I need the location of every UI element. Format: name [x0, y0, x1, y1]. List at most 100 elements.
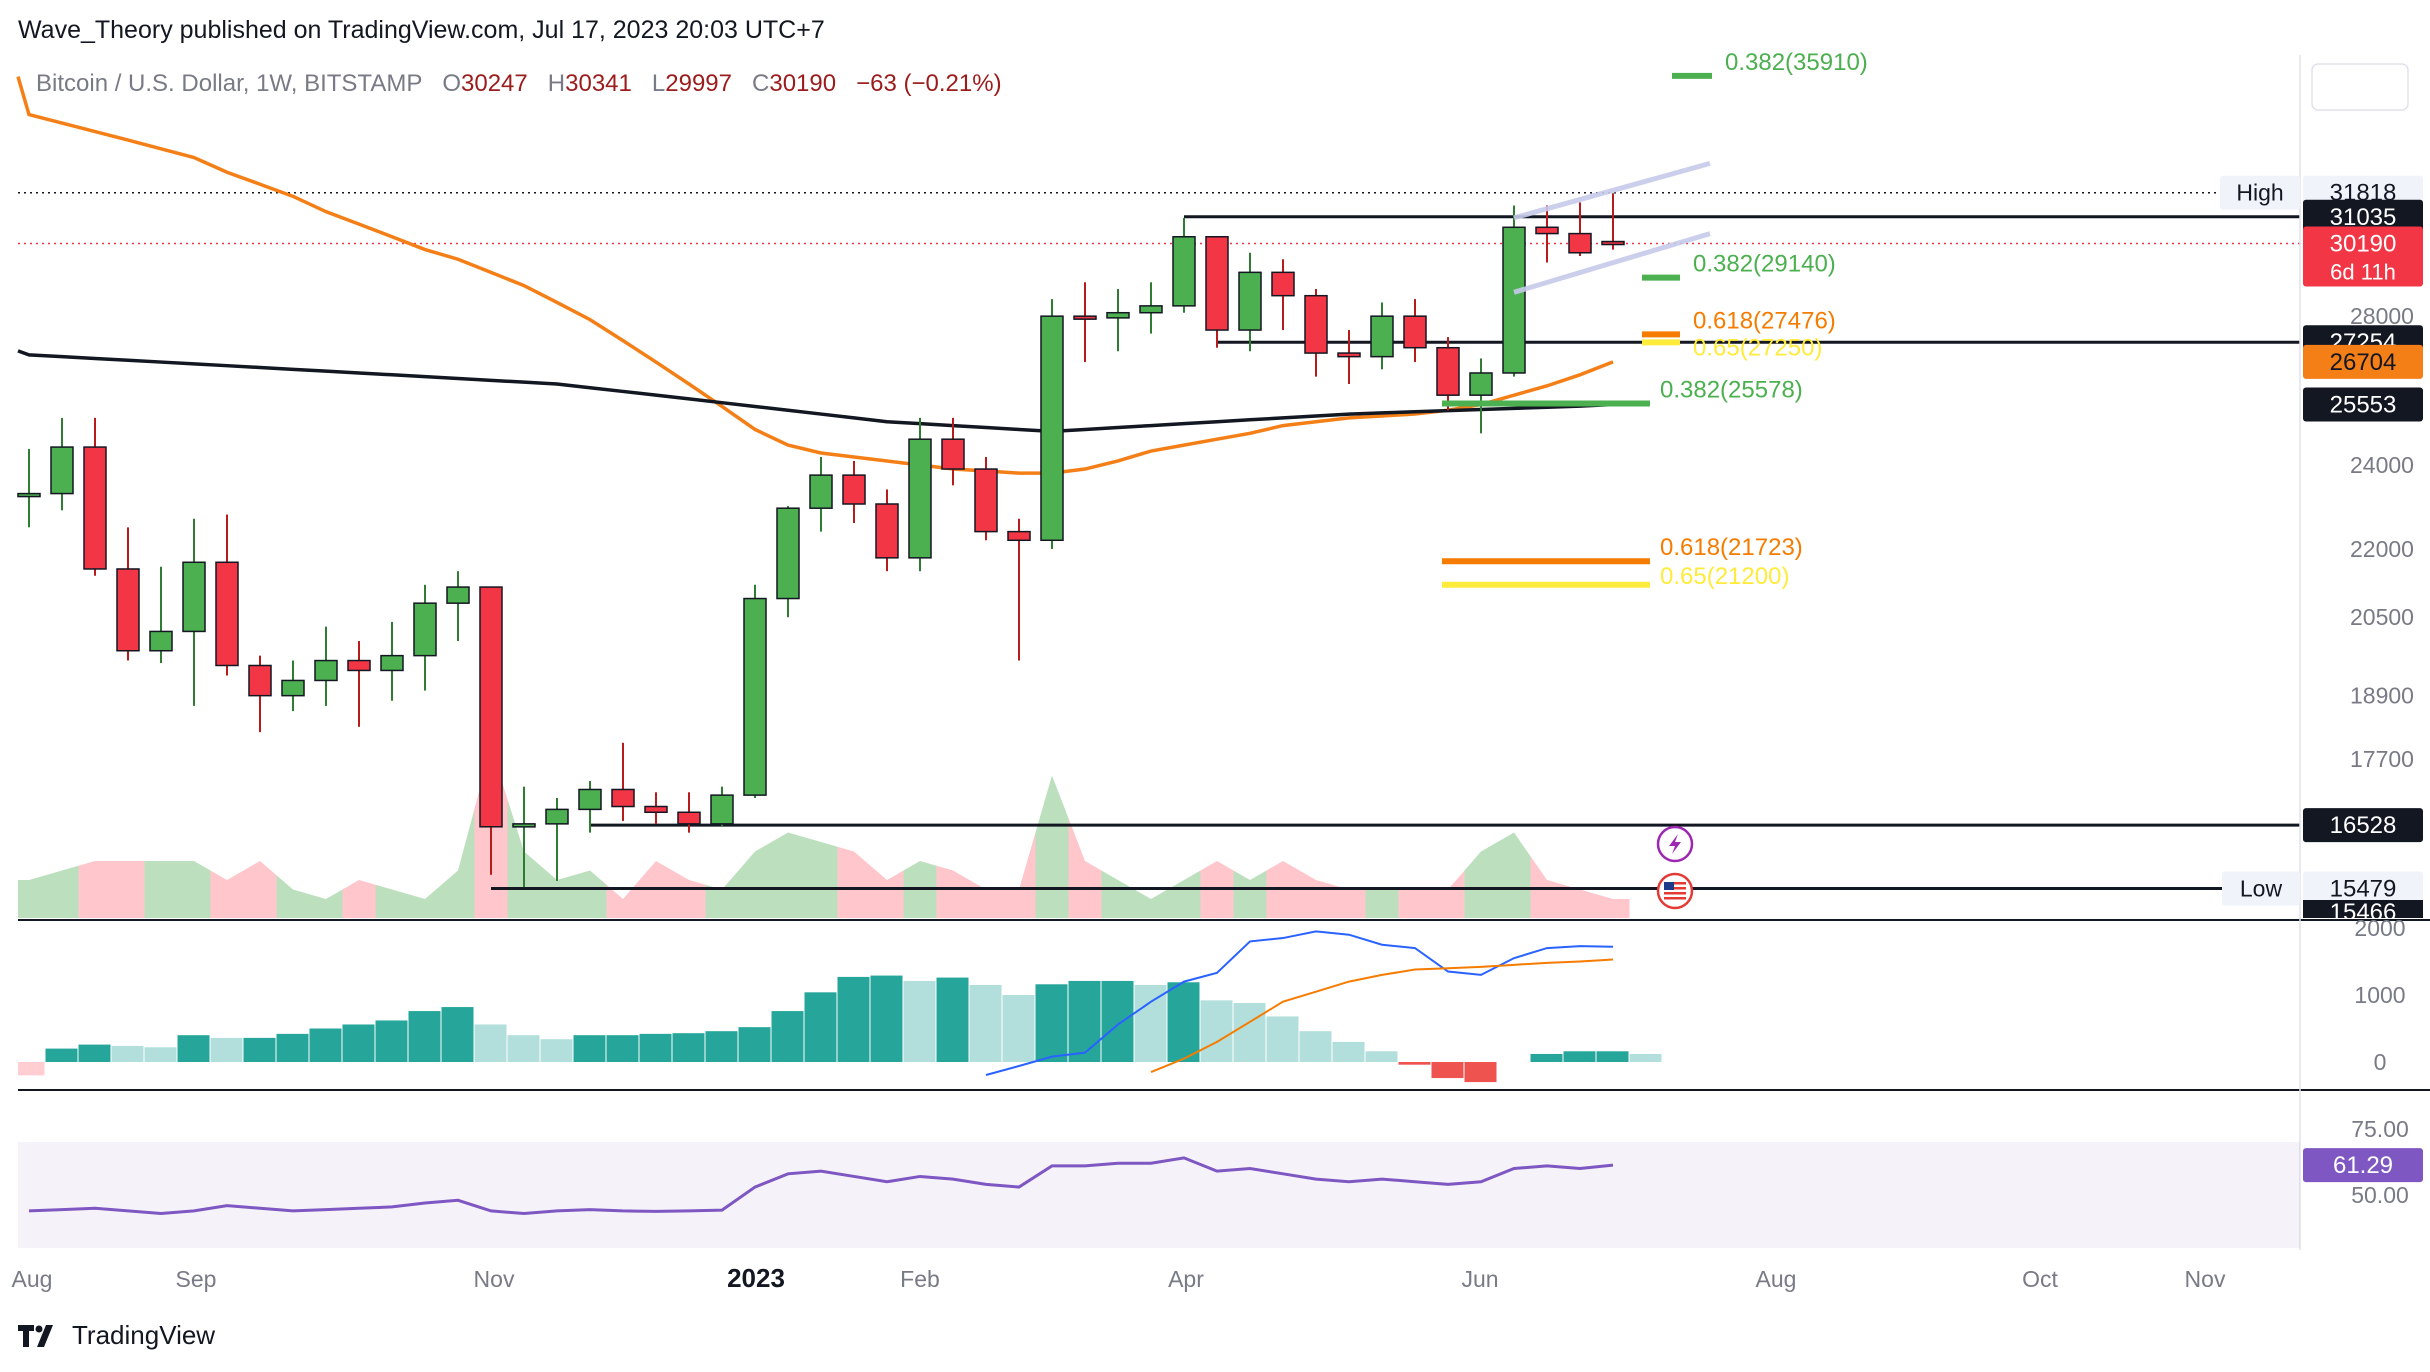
candle-body: [545, 808, 569, 825]
badge-rsi-bg: [2303, 1148, 2423, 1183]
macd-histogram-bar: [1101, 980, 1134, 1062]
macd-histogram-bar: [738, 1027, 771, 1062]
candle: [1436, 337, 1460, 411]
volume-bar: [969, 880, 1003, 918]
candle-body: [380, 654, 404, 672]
price-tick-label: 28000: [2350, 303, 2414, 329]
candle: [1040, 299, 1064, 550]
badge-last-value: 30190: [2330, 230, 2397, 257]
fib-label: 0.382(25578): [1660, 377, 1803, 404]
macd-histogram-bar: [78, 1044, 111, 1062]
low-value: 29997: [665, 70, 732, 97]
badge-ma-black-bg: [2303, 387, 2423, 422]
channel-lower: [1513, 231, 1711, 295]
dividends-icon[interactable]: [1656, 825, 1694, 863]
fib-levels: 0.382(35910)0.382(29140)0.618(27476)0.65…: [1442, 49, 1868, 590]
candle: [380, 621, 404, 701]
candle-body: [908, 438, 932, 559]
volume-bar: [1299, 870, 1333, 918]
candlestick-series: [17, 193, 1625, 888]
candle: [809, 456, 833, 532]
publisher-header: Wave_Theory published on TradingView.com…: [18, 16, 825, 44]
rsi-band: [18, 1142, 2300, 1248]
candle-body: [281, 679, 305, 697]
candle-body: [17, 492, 41, 498]
rsi-tick-label: 75.00: [2351, 1116, 2409, 1142]
candle: [611, 742, 635, 821]
candle: [1370, 302, 1394, 370]
candle-body: [83, 446, 107, 570]
footer-brand: TradingView: [72, 1320, 216, 1350]
candle: [413, 584, 437, 691]
badge-level-31035-text: 31035: [2330, 204, 2397, 231]
candle: [347, 641, 371, 727]
badge-level-16528: 16528: [2303, 808, 2423, 843]
candle: [941, 417, 965, 486]
candle: [1271, 259, 1295, 331]
candle-body: [347, 659, 371, 672]
candle: [1073, 282, 1097, 363]
macd-histogram-bar: [1266, 1016, 1299, 1062]
candle: [215, 514, 239, 676]
time-axis: Aug Sep Nov 2023 Feb Apr Jun Aug Oct Nov: [12, 1263, 2226, 1293]
candle: [1403, 299, 1427, 363]
candle-body: [710, 794, 734, 825]
candle: [1007, 518, 1031, 661]
candle-body: [1040, 315, 1064, 542]
price-tick-label: 17700: [2350, 746, 2414, 772]
moving-averages: [16, 76, 1614, 475]
macd-histogram-bar: [1002, 995, 1035, 1062]
chart-settings-button[interactable]: [2311, 63, 2409, 111]
macd-histogram-bar: [705, 1031, 738, 1062]
volume-bar: [1035, 775, 1069, 918]
volume-bar: [78, 861, 112, 918]
candle-body: [1436, 346, 1460, 396]
us-flag-icon[interactable]: [1656, 872, 1694, 910]
candle-body: [1172, 236, 1196, 307]
candle-body: [1568, 232, 1592, 254]
macd-histogram-bar: [1299, 1031, 1332, 1062]
macd-histogram-bar: [672, 1033, 705, 1062]
candle: [1337, 330, 1361, 385]
macd-histogram-bar: [1134, 984, 1167, 1062]
volume-bar: [441, 808, 475, 918]
macd-histogram-bar: [507, 1035, 540, 1062]
candle-body: [182, 561, 206, 633]
macd-histogram-bar: [1596, 1051, 1629, 1062]
volume-bar: [936, 865, 970, 918]
open-label: O: [442, 70, 462, 97]
ma-orange-line: [16, 76, 1614, 475]
candle: [182, 518, 206, 706]
candle-body: [248, 664, 272, 697]
candle: [479, 586, 503, 875]
candle-body: [149, 630, 173, 652]
event-icons[interactable]: [1656, 63, 2409, 910]
candle-body: [743, 597, 767, 796]
candle-body: [1238, 271, 1262, 331]
badge-bottom-bg: [2303, 900, 2423, 918]
badge-rsi: 61.29: [2303, 1148, 2423, 1183]
candle: [1238, 252, 1262, 352]
candle: [743, 584, 767, 798]
badge-level-31035-bg: [2303, 199, 2423, 234]
candle: [677, 792, 701, 833]
time-tick-label: Aug: [12, 1266, 53, 1292]
candle: [1535, 205, 1559, 263]
volume-bar: [177, 861, 211, 918]
candle: [149, 566, 173, 664]
rsi-pane: [18, 1142, 2300, 1248]
macd-histogram-bar: [111, 1045, 144, 1062]
rsi-tick-label: 50.00: [2351, 1182, 2409, 1208]
volume-bar: [705, 870, 739, 918]
macd-histogram-bar: [606, 1035, 639, 1062]
candle-body: [1106, 311, 1130, 319]
macd-histogram-bar: [276, 1033, 309, 1062]
volume-bar: [672, 870, 706, 918]
volume-bar: [1464, 842, 1498, 918]
volume-bar: [243, 861, 277, 918]
candle-body: [1370, 315, 1394, 358]
fib-label: 0.65(27250): [1693, 334, 1822, 361]
open-value: 30247: [461, 70, 528, 97]
candle: [281, 660, 305, 712]
